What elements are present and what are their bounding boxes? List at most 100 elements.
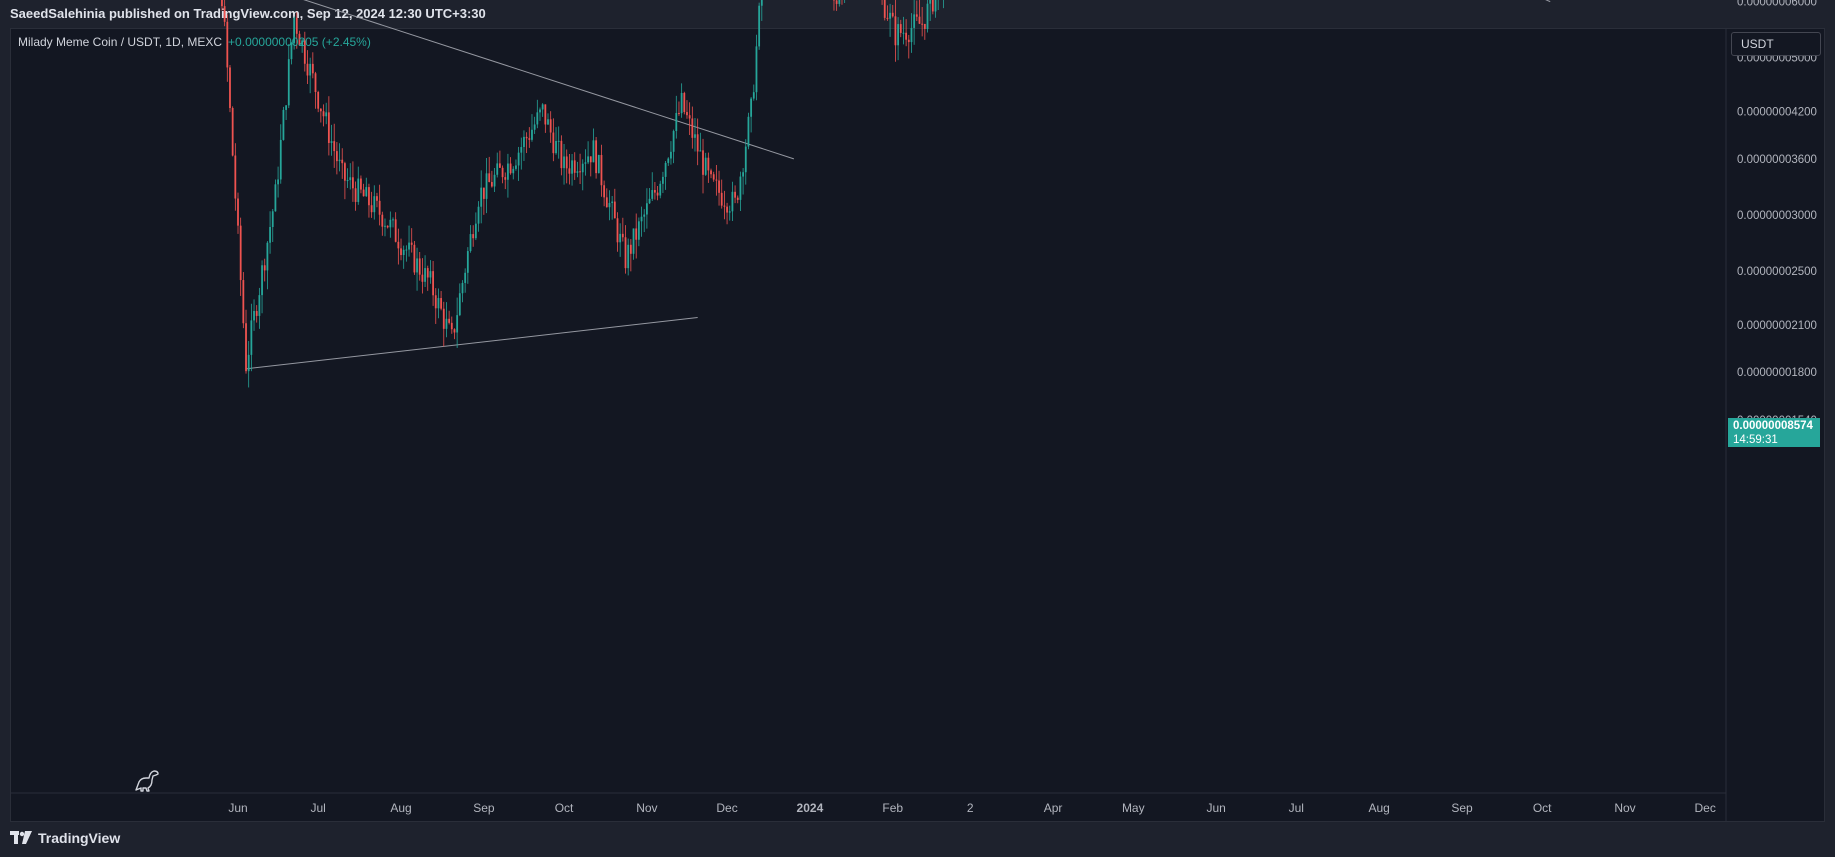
candle-body [277, 179, 279, 185]
candle-body [680, 93, 683, 114]
candle-body [710, 170, 712, 175]
candle-body [544, 104, 547, 125]
candle-body [408, 242, 410, 250]
time-tick-label: Jun [1206, 801, 1225, 815]
candle-body [239, 225, 242, 281]
candle-body [921, 23, 924, 25]
candle-body [643, 214, 646, 217]
time-tick-label: Nov [636, 801, 657, 815]
candle-body [934, 0, 937, 12]
candle-body [894, 16, 897, 46]
candle-body [421, 274, 424, 282]
candle-body [627, 244, 630, 269]
candle-body [520, 147, 523, 153]
candle-body [675, 112, 678, 132]
price-tick-label: 0.00000003000 [1737, 210, 1817, 222]
candle-body [370, 205, 373, 213]
candle-body [621, 233, 624, 238]
candle-body [450, 322, 453, 330]
candle-body [739, 176, 742, 200]
candle-body [349, 177, 352, 181]
candle-body [416, 258, 418, 273]
candle-body [442, 308, 445, 329]
candle-body [490, 182, 493, 187]
candle-body [718, 180, 720, 193]
candle-body [410, 242, 413, 245]
candle-body [365, 187, 368, 197]
candle-body [335, 151, 338, 162]
candle-body [384, 225, 386, 227]
candle-body [755, 46, 758, 93]
time-tick-label: Jun [228, 801, 247, 815]
candle-body [322, 111, 325, 117]
candle-body [445, 318, 448, 329]
candle-body [715, 179, 718, 181]
candle-body [456, 315, 459, 333]
candle-body [501, 167, 504, 178]
currency-button[interactable]: USDT [1731, 32, 1821, 56]
candle-body [237, 198, 239, 226]
candle-body [282, 109, 285, 140]
bar-countdown: 14:59:31 [1733, 434, 1778, 446]
candle-body [576, 171, 579, 173]
candle-body [686, 112, 688, 116]
candle-body [589, 156, 592, 163]
candle-body [469, 234, 472, 252]
publisher-line: SaeedSalehinia published on TradingView.… [0, 0, 1835, 28]
candle-body [573, 160, 576, 173]
candle-body [640, 216, 643, 222]
candle-body [678, 112, 680, 114]
candle-body [231, 108, 234, 156]
price-tick-label: 0.00000004200 [1737, 106, 1817, 118]
candle-body [303, 40, 306, 64]
candle-body [362, 189, 365, 197]
candle-body [285, 105, 288, 110]
tradingview-brand[interactable]: TradingView [10, 830, 120, 846]
candle-body [891, 12, 894, 17]
candle-body [696, 134, 699, 152]
candle-body [752, 92, 755, 99]
price-tick-label: 0.00000002100 [1737, 320, 1817, 332]
candle-body [651, 190, 654, 199]
candle-body [704, 157, 707, 175]
candle-body [255, 311, 258, 316]
candle-body [354, 188, 357, 202]
candle-body [528, 138, 531, 140]
candle-body [723, 205, 726, 207]
candle-body [616, 218, 619, 243]
chart-panel[interactable] [10, 28, 1825, 822]
candle-body [758, 5, 761, 47]
candle-body [400, 248, 402, 256]
candle-body [499, 163, 501, 168]
candle-body [392, 219, 394, 221]
candle-body [298, 33, 301, 46]
candle-body [750, 98, 753, 117]
time-tick-label: Nov [1614, 801, 1635, 815]
candle-body [381, 214, 384, 227]
candle-body [726, 206, 728, 213]
candle-body [656, 192, 659, 196]
candle-body [493, 174, 496, 187]
candle-body [325, 112, 328, 117]
candle-body [346, 180, 349, 182]
candle-body [899, 24, 902, 33]
dinosaur-icon[interactable] [133, 766, 161, 794]
candle-body [386, 225, 389, 228]
candle-body [592, 140, 595, 163]
candle-body [667, 158, 670, 163]
candle-body [742, 172, 745, 177]
candle-body [637, 221, 640, 240]
candle-body [295, 17, 298, 34]
candle-body [242, 280, 245, 324]
brand-name: TradingView [38, 830, 121, 846]
candle-body [619, 233, 622, 243]
symbol-name: Milady Meme Coin / USDT, 1D, MEXC [18, 35, 223, 49]
candle-body [648, 198, 651, 204]
time-tick-label: Jul [1289, 801, 1304, 815]
candle-body [290, 42, 293, 60]
candle-body [333, 141, 336, 152]
price-tick-label: 0.00000001800 [1737, 367, 1817, 379]
candle-body [274, 184, 277, 212]
candle-body [517, 152, 520, 166]
